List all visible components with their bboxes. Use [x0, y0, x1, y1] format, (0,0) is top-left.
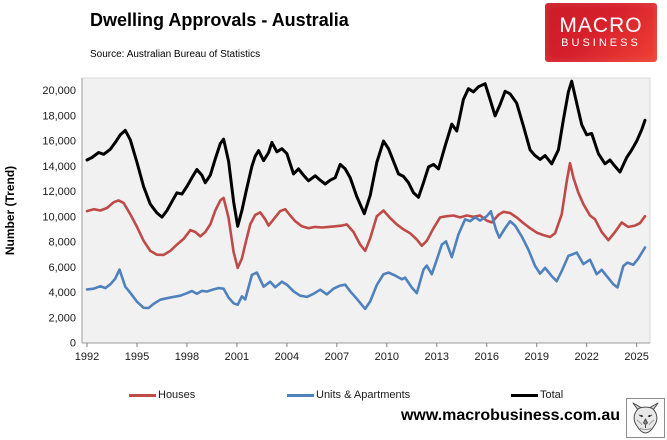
line-chart: 0 2,000 4,000 6,000 8,000 10,000 12,000 14,000 1…: [0, 70, 667, 370]
legend-swatch-houses: [129, 393, 156, 397]
y-tick-label: 0: [70, 338, 76, 350]
chart-legend: Houses Units & Apartments Total: [0, 387, 667, 403]
x-tick-label: 2019: [524, 351, 548, 363]
legend-swatch-total: [511, 393, 538, 397]
x-tick-label: 2001: [225, 351, 249, 363]
wolf-head-icon: [632, 402, 659, 434]
legend-swatch-units-apartments: [287, 393, 314, 397]
logo-text-business: BUSINESS: [561, 37, 641, 49]
series-line-units-apartments: [85, 210, 647, 311]
x-tick-label: 2025: [624, 351, 648, 363]
x-tick-label: 2013: [425, 351, 449, 363]
macrobusiness-logo: MACRO BUSINESS: [545, 3, 657, 62]
y-tick-label: 12,000: [42, 186, 76, 198]
x-tick-label: 2004: [275, 351, 299, 363]
series-line-houses: [85, 161, 647, 270]
y-axis-labels: 0 2,000 4,000 6,000 8,000 10,000 12,000 14,000 1…: [42, 85, 76, 349]
x-tick-label: 2007: [325, 351, 349, 363]
website-url: www.macrobusiness.com.au: [400, 407, 620, 424]
x-tick-label: 1995: [125, 351, 149, 363]
x-tick-label: 1992: [75, 351, 99, 363]
legend-item-total: Total: [511, 387, 563, 403]
y-axis-title: Number (Trend): [3, 166, 17, 255]
x-tick-label: 2016: [475, 351, 499, 363]
legend-label-total: Total: [540, 389, 564, 401]
wolf-logo: [626, 398, 665, 438]
y-tick-label: 6,000: [48, 262, 76, 274]
y-tick-label: 4,000: [48, 287, 76, 299]
y-tick-label: 8,000: [48, 237, 76, 249]
legend-label-units-apartments: Units & Apartments: [316, 389, 411, 401]
legend-item-houses: Houses: [129, 387, 195, 403]
x-axis-labels: 1992 1995 1998 2001 2004 2007 2010 2013 2016 2019…: [75, 343, 649, 363]
page-title: Dwelling Approvals - Australia: [90, 10, 349, 30]
y-tick-label: 2,000: [48, 312, 76, 324]
logo-text-macro: MACRO: [559, 14, 643, 37]
y-tick-label: 20,000: [42, 85, 76, 97]
legend-item-units-apartments: Units & Apartments: [287, 387, 410, 403]
y-tick-label: 10,000: [42, 211, 76, 223]
y-tick-label: 14,000: [42, 161, 76, 173]
x-tick-label: 2022: [574, 351, 598, 363]
x-tick-label: 2010: [375, 351, 399, 363]
chart-canvas: 0 2,000 4,000 6,000 8,000 10,000 12,000 14,000 1…: [3, 77, 651, 363]
source-note: Source: Australian Bureau of Statistics: [90, 49, 261, 60]
series-line-total: [85, 79, 647, 228]
y-tick-label: 16,000: [42, 136, 76, 148]
y-tick-label: 18,000: [42, 110, 76, 122]
legend-label-houses: Houses: [158, 389, 196, 401]
x-tick-label: 1998: [175, 351, 199, 363]
